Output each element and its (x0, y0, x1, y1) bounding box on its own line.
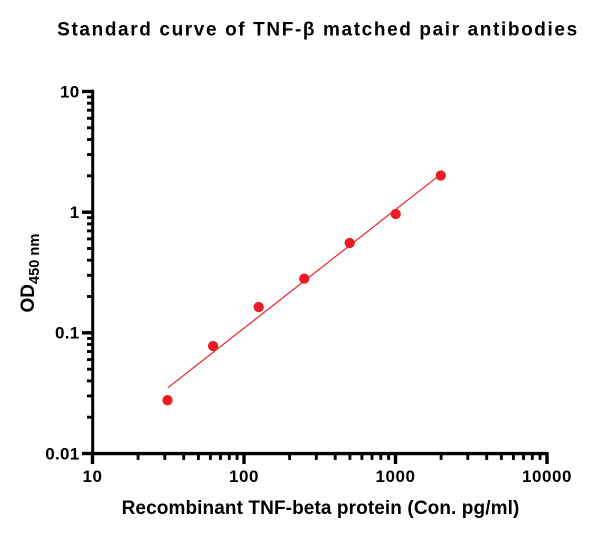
svg-text:1: 1 (70, 203, 80, 222)
svg-text:Standard curve of TNF-β matche: Standard curve of TNF-β matched pair ant… (57, 19, 579, 40)
svg-text:10000: 10000 (522, 467, 572, 486)
svg-text:0.01: 0.01 (45, 444, 79, 463)
svg-text:1000: 1000 (375, 467, 415, 486)
svg-text:10: 10 (82, 467, 102, 486)
svg-text:0.1: 0.1 (55, 324, 80, 343)
svg-text:Recombinant TNF-beta protein (: Recombinant TNF-beta protein (Con. pg/ml… (122, 498, 520, 519)
svg-text:100: 100 (229, 467, 259, 486)
svg-text:10: 10 (60, 82, 80, 101)
